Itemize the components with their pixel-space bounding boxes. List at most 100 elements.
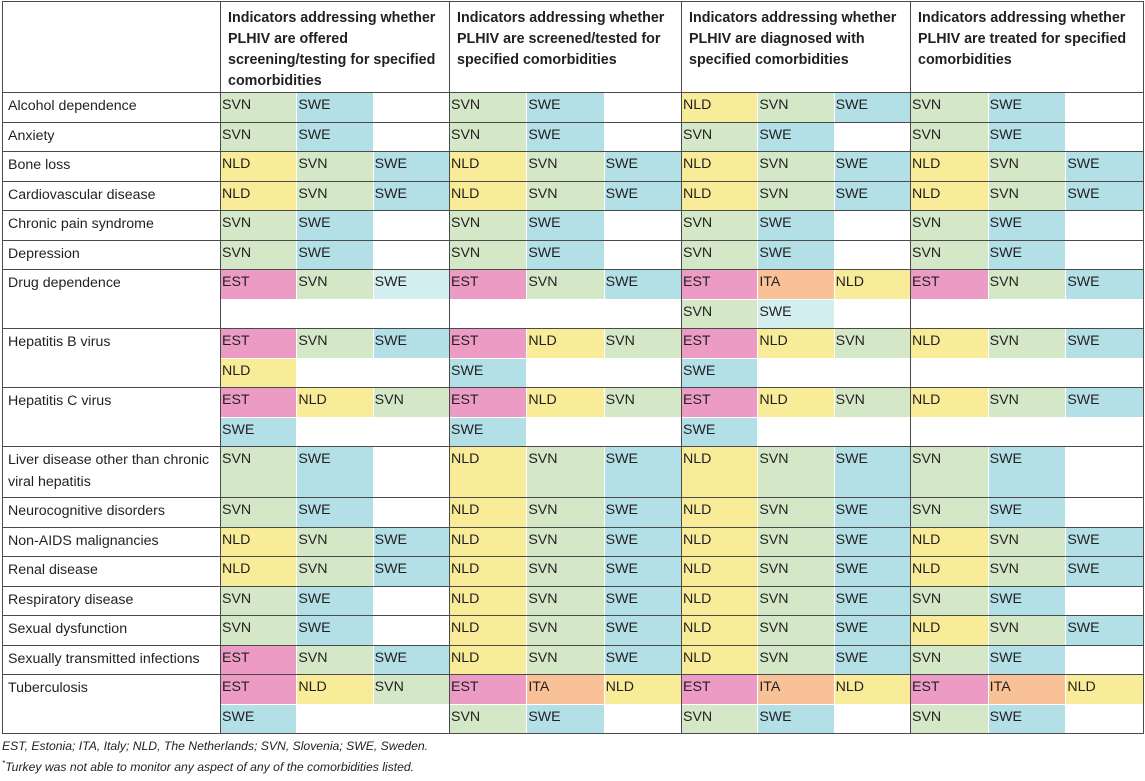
country-group-cell: NLD SVN SWE — [910, 151, 1144, 182]
empty-cell — [988, 358, 1066, 387]
country-grid: NLD SVN SWE — [682, 527, 910, 556]
country-code-cell: SVN — [297, 152, 373, 181]
empty-cell — [988, 417, 1066, 446]
country-code-cell: NLD — [682, 586, 758, 615]
country-code-cell: SVN — [988, 329, 1066, 358]
country-group-cell: SVN SWE — [449, 210, 682, 241]
country-group-cell: SVN SWE — [449, 121, 682, 152]
country-grid: NLD SVN SWE — [911, 329, 1143, 387]
country-group-cell: NLD SVN SWE — [449, 526, 682, 557]
country-code-cell: SWE — [450, 417, 527, 446]
country-group-cell: EST ITA NLD SVN SWE — [681, 674, 911, 734]
country-code-cell: SVN — [450, 240, 527, 269]
country-code-cell: SVN — [221, 240, 297, 269]
country-group-cell: NLD SVN SWE — [910, 387, 1144, 447]
empty-cell — [604, 93, 681, 122]
country-code-cell: SVN — [988, 557, 1066, 586]
empty-cell — [1066, 93, 1143, 122]
country-group-cell: SVN SWE — [910, 497, 1144, 528]
comorbidity-label: Sexually transmitted infections — [2, 644, 221, 675]
country-code-cell: NLD — [834, 270, 910, 299]
country-group-cell: EST ITA NLD SVN SWE — [910, 674, 1144, 734]
empty-cell — [834, 122, 910, 151]
country-grid: SVN SWE — [682, 240, 910, 269]
header-offered: Indicators addressing whether PLHIV are … — [220, 1, 450, 93]
country-code-cell: SVN — [758, 616, 834, 645]
empty-cell — [527, 299, 604, 328]
country-code-cell: NLD — [221, 527, 297, 556]
country-grid: NLD SVN SWE — [682, 447, 910, 497]
country-grid: EST NLD SVN SWE — [221, 675, 449, 733]
country-grid: SVN SWE — [221, 498, 449, 527]
country-code-cell: NLD — [297, 675, 373, 704]
country-group-cell: EST ITA NLD SVN SWE — [681, 269, 911, 329]
empty-cell — [834, 299, 910, 328]
country-code-cell: NLD — [911, 152, 988, 181]
country-code-cell: NLD — [221, 557, 297, 586]
country-code-cell: SWE — [1066, 388, 1143, 417]
empty-cell — [834, 358, 910, 387]
country-code-cell: NLD — [911, 616, 988, 645]
country-group-cell: NLD SVN SWE — [681, 615, 911, 646]
country-grid: EST NLD SVN SWE — [450, 329, 681, 387]
table-row: Chronic pain syndrome SVN SWE SVN SWE SVN SWE S… — [2, 210, 1144, 241]
country-code-cell: SWE — [1066, 616, 1143, 645]
country-code-cell: SVN — [527, 447, 604, 497]
country-group-cell: SVN SWE — [220, 210, 450, 241]
footnote-marker: * — [2, 759, 6, 768]
table-row: Renal disease NLD SVN SWE NLD SVN SWE NLD SVN SWE… — [2, 556, 1144, 587]
country-code-cell: SVN — [758, 645, 834, 674]
country-group-cell: NLD SVN SWE — [681, 92, 911, 123]
comorbidity-label: Liver disease other than chronic viral h… — [2, 446, 221, 498]
country-code-cell: SVN — [758, 498, 834, 527]
country-grid: NLD SVN SWE — [682, 557, 910, 586]
country-code-cell: SVN — [988, 616, 1066, 645]
country-group-cell: EST NLD SVN SWE — [681, 328, 911, 388]
country-grid: SVN SWE — [911, 240, 1143, 269]
table-row: Hepatitis B virus EST SVN SWE NLD EST NLD SVN SW… — [2, 328, 1144, 388]
empty-cell — [758, 358, 834, 387]
empty-cell — [604, 417, 681, 446]
country-code-cell: SVN — [297, 527, 373, 556]
empty-cell — [988, 299, 1066, 328]
empty-cell — [527, 358, 604, 387]
country-grid: NLD SVN SWE — [450, 152, 681, 181]
empty-cell — [1066, 358, 1143, 387]
country-code-cell: SWE — [604, 447, 681, 497]
country-grid: SVN SWE — [911, 586, 1143, 615]
empty-cell — [604, 211, 681, 240]
country-grid: NLD SVN SWE — [682, 645, 910, 674]
country-code-cell: SWE — [988, 586, 1066, 615]
country-group-cell: NLD SVN SWE — [681, 526, 911, 557]
country-grid: SVN SWE — [450, 122, 681, 151]
country-code-cell: SVN — [682, 240, 758, 269]
country-grid: NLD SVN SWE — [682, 93, 910, 122]
comorbidity-label: Sexual dysfunction — [2, 615, 221, 646]
country-code-cell: SVN — [988, 527, 1066, 556]
comorbidity-label: Neurocognitive disorders — [2, 497, 221, 528]
country-group-cell: NLD SVN SWE — [910, 526, 1144, 557]
country-code-cell: SVN — [527, 498, 604, 527]
country-code-cell: ITA — [758, 270, 834, 299]
empty-cell — [834, 211, 910, 240]
country-code-cell: SWE — [604, 557, 681, 586]
country-group-cell: SVN SWE — [220, 92, 450, 123]
country-group-cell: EST NLD SVN SWE — [681, 387, 911, 447]
country-grid: EST SVN SWE — [221, 645, 449, 674]
country-code-cell: SVN — [297, 181, 373, 210]
country-code-cell: ITA — [758, 675, 834, 704]
empty-cell — [373, 122, 449, 151]
empty-cell — [373, 358, 449, 387]
country-code-cell: SWE — [373, 527, 449, 556]
country-code-cell: SVN — [911, 240, 988, 269]
country-code-cell: SVN — [221, 616, 297, 645]
empty-cell — [911, 358, 988, 387]
country-code-cell: SWE — [758, 211, 834, 240]
country-code-cell: SWE — [604, 270, 681, 299]
country-group-cell: EST SVN SWE — [910, 269, 1144, 329]
country-code-cell: SWE — [221, 417, 297, 446]
empty-cell — [1066, 299, 1143, 328]
country-code-cell: SVN — [758, 93, 834, 122]
country-grid: NLD SVN SWE — [221, 152, 449, 181]
country-code-cell: SVN — [527, 181, 604, 210]
